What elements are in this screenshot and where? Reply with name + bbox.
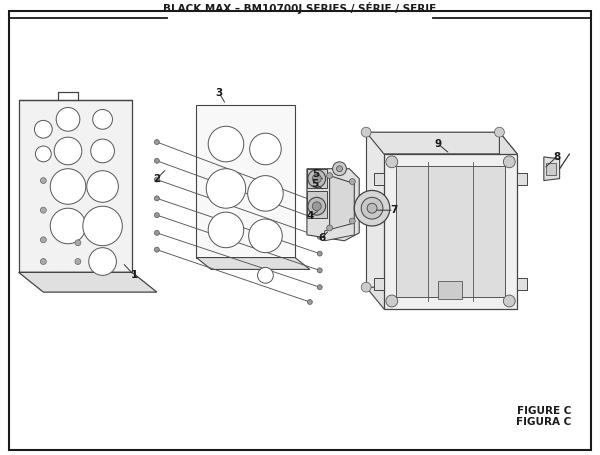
Circle shape [337, 166, 343, 172]
Circle shape [248, 219, 282, 253]
Bar [396, 166, 505, 297]
Polygon shape [544, 157, 560, 181]
Circle shape [83, 206, 122, 246]
Circle shape [250, 133, 281, 165]
Bar [438, 281, 462, 299]
Text: FIGURE C: FIGURE C [517, 405, 571, 415]
Circle shape [87, 171, 118, 202]
Circle shape [40, 207, 46, 213]
Text: 3: 3 [215, 88, 223, 98]
Circle shape [154, 247, 160, 252]
Text: 4: 4 [306, 211, 314, 221]
Circle shape [317, 268, 322, 273]
Circle shape [92, 110, 112, 129]
Circle shape [313, 174, 321, 183]
Circle shape [326, 172, 332, 179]
Circle shape [494, 282, 505, 292]
Polygon shape [19, 100, 132, 273]
Circle shape [154, 230, 160, 235]
Circle shape [34, 121, 52, 138]
Circle shape [248, 176, 283, 211]
Circle shape [56, 107, 80, 131]
Circle shape [326, 225, 332, 231]
Text: 8: 8 [553, 152, 560, 162]
Circle shape [317, 285, 322, 290]
Circle shape [35, 146, 51, 162]
Circle shape [361, 127, 371, 137]
Polygon shape [499, 132, 517, 309]
Circle shape [208, 126, 244, 162]
Polygon shape [196, 258, 310, 269]
Circle shape [257, 268, 274, 283]
Circle shape [91, 139, 115, 163]
Bar [546, 163, 556, 175]
Polygon shape [196, 105, 295, 258]
Polygon shape [307, 192, 326, 218]
Circle shape [367, 203, 377, 213]
Circle shape [332, 162, 346, 176]
Circle shape [75, 258, 81, 264]
Text: BLACK MAX – BM10700J SERIES / SÉRIE / SERIE: BLACK MAX – BM10700J SERIES / SÉRIE / SE… [163, 2, 437, 14]
Circle shape [307, 299, 313, 304]
Circle shape [154, 212, 160, 217]
Text: 9: 9 [434, 139, 442, 149]
Polygon shape [307, 169, 326, 188]
Circle shape [317, 251, 322, 256]
Polygon shape [384, 154, 517, 309]
Circle shape [494, 127, 505, 137]
Text: 5: 5 [311, 178, 319, 188]
Polygon shape [517, 172, 527, 185]
Circle shape [40, 258, 46, 264]
Circle shape [89, 248, 116, 275]
Circle shape [308, 170, 326, 187]
Text: 6: 6 [318, 233, 325, 243]
Circle shape [317, 201, 322, 206]
Text: FIGURA C: FIGURA C [516, 417, 571, 427]
Text: 2: 2 [153, 174, 160, 184]
Circle shape [50, 208, 86, 244]
Circle shape [75, 240, 81, 246]
Circle shape [206, 169, 246, 208]
Polygon shape [307, 169, 359, 241]
Polygon shape [19, 273, 157, 292]
Circle shape [154, 196, 160, 201]
Circle shape [313, 202, 321, 211]
Polygon shape [325, 223, 354, 241]
Circle shape [503, 295, 515, 307]
Circle shape [317, 217, 322, 222]
Circle shape [361, 282, 371, 292]
Polygon shape [374, 172, 384, 185]
Circle shape [154, 140, 160, 145]
Circle shape [308, 197, 326, 215]
Polygon shape [517, 278, 527, 290]
Circle shape [361, 197, 383, 219]
Polygon shape [329, 176, 354, 231]
Text: 1: 1 [131, 270, 138, 280]
Circle shape [386, 295, 398, 307]
Circle shape [154, 158, 160, 163]
Circle shape [54, 137, 82, 165]
Circle shape [354, 191, 390, 226]
Circle shape [349, 218, 355, 224]
Circle shape [208, 212, 244, 248]
Circle shape [154, 177, 160, 182]
Polygon shape [366, 132, 517, 154]
Circle shape [40, 237, 46, 243]
Polygon shape [366, 287, 517, 309]
Circle shape [503, 156, 515, 168]
Text: 7: 7 [390, 205, 397, 215]
Polygon shape [374, 278, 384, 290]
Circle shape [386, 156, 398, 168]
Text: 5: 5 [312, 169, 319, 179]
Circle shape [349, 179, 355, 185]
Polygon shape [366, 132, 499, 287]
Circle shape [50, 169, 86, 204]
Circle shape [317, 234, 322, 239]
Circle shape [40, 177, 46, 183]
